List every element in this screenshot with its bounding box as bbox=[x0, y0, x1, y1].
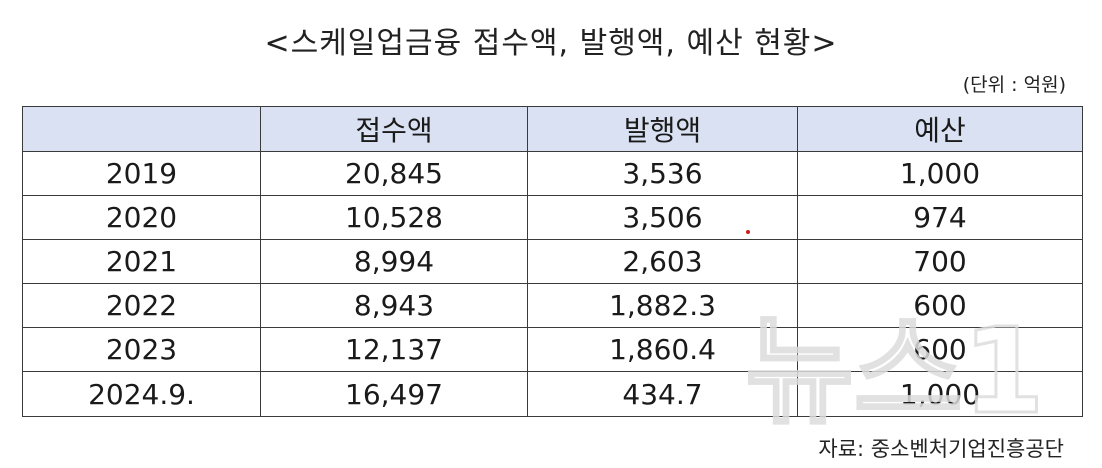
column-header-issued: 발행액 bbox=[527, 106, 798, 152]
column-header-receipts: 접수액 bbox=[260, 106, 528, 152]
row-year-cell: 2022 bbox=[22, 283, 261, 328]
issued-cell: 1,860.4 bbox=[527, 327, 798, 372]
data-table: 접수액 발행액 예산 2019 20,845 3,536 1,000 2020 … bbox=[22, 106, 1083, 417]
table-row: 2023 12,137 1,860.4 600 bbox=[22, 327, 1083, 372]
receipts-cell: 16,497 bbox=[260, 371, 528, 417]
issued-cell: 1,882.3 bbox=[527, 283, 798, 328]
budget-cell: 700 bbox=[797, 239, 1083, 284]
receipts-cell: 8,943 bbox=[260, 283, 528, 328]
budget-cell: 600 bbox=[797, 283, 1083, 328]
unit-label: (단위 : 억원) bbox=[962, 74, 1066, 96]
table-row: 2020 10,528 3,506 974 bbox=[22, 195, 1083, 240]
receipts-cell: 10,528 bbox=[260, 195, 528, 240]
table-row: 2024.9. 16,497 434.7 1,000 bbox=[22, 371, 1083, 417]
row-year-cell: 2020 bbox=[22, 195, 261, 240]
table-row: 2019 20,845 3,536 1,000 bbox=[22, 151, 1083, 196]
red-dot-mark bbox=[746, 230, 750, 234]
column-header-empty bbox=[22, 106, 261, 152]
budget-cell: 1,000 bbox=[797, 151, 1083, 196]
row-year-cell: 2021 bbox=[22, 239, 261, 284]
budget-cell: 974 bbox=[797, 195, 1083, 240]
row-year-cell: 2024.9. bbox=[22, 371, 261, 417]
receipts-cell: 8,994 bbox=[260, 239, 528, 284]
issued-cell: 3,506 bbox=[527, 195, 798, 240]
budget-cell: 600 bbox=[797, 327, 1083, 372]
issued-cell: 3,536 bbox=[527, 151, 798, 196]
header-row: 접수액 발행액 예산 bbox=[22, 106, 1083, 152]
receipts-cell: 20,845 bbox=[260, 151, 528, 196]
table-row: 2021 8,994 2,603 700 bbox=[22, 239, 1083, 284]
column-header-budget: 예산 bbox=[797, 106, 1083, 152]
receipts-cell: 12,137 bbox=[260, 327, 528, 372]
source-note: 자료: 중소벤처기업진흥공단 bbox=[818, 437, 1064, 461]
table-title: <스케일업금융 접수액, 발행액, 예산 현황> bbox=[264, 26, 838, 61]
row-year-cell: 2019 bbox=[22, 151, 261, 196]
issued-cell: 2,603 bbox=[527, 239, 798, 284]
row-year-cell: 2023 bbox=[22, 327, 261, 372]
issued-cell: 434.7 bbox=[527, 371, 798, 417]
budget-cell: 1,000 bbox=[797, 371, 1083, 417]
table-row: 2022 8,943 1,882.3 600 bbox=[22, 283, 1083, 328]
